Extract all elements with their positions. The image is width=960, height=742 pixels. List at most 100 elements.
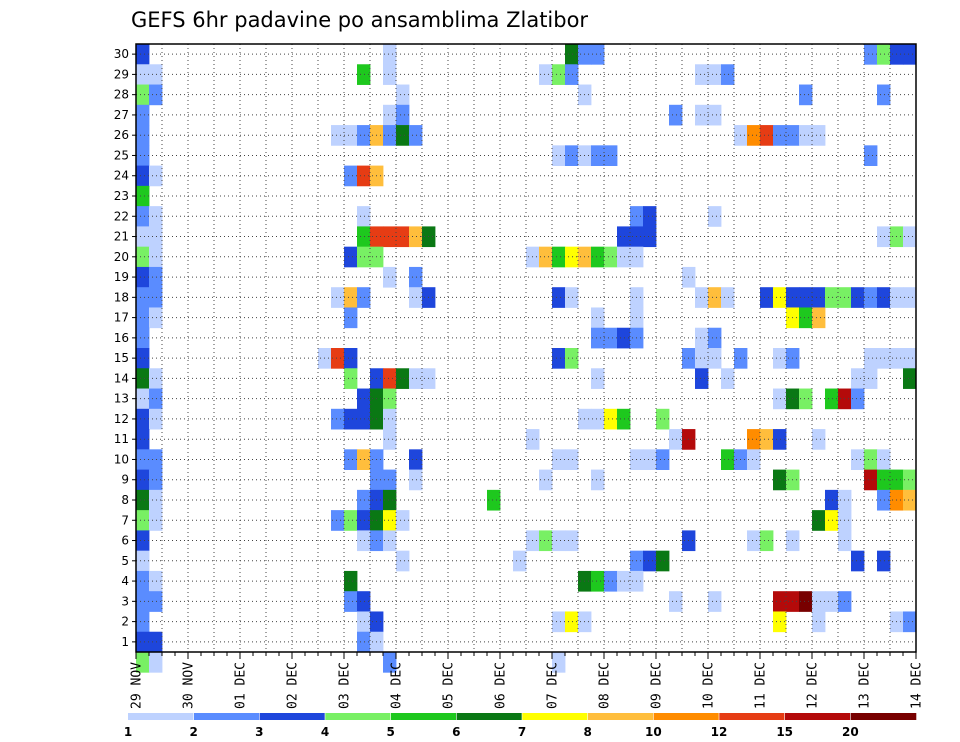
colorbar-segment: [128, 713, 194, 720]
x-tick-label: 09 DEC: [650, 662, 665, 709]
y-tick-label: 20: [114, 250, 129, 264]
heatmap-cell: [864, 44, 878, 65]
heatmap-cell: [357, 611, 371, 633]
heatmap-cell: [695, 348, 709, 369]
heatmap-cell: [136, 327, 150, 349]
heatmap-cell: [864, 145, 878, 166]
heatmap-cell: [396, 226, 410, 248]
heatmap-cell: [708, 591, 722, 612]
heatmap-cell: [721, 368, 735, 389]
heatmap-cell: [669, 591, 683, 612]
colorbar-label: 1: [124, 725, 132, 739]
x-tick-label: 10 DEC: [702, 662, 717, 709]
heatmap-cell: [136, 44, 150, 65]
heatmap-cell: [383, 368, 397, 389]
heatmap-cell: [396, 510, 410, 531]
heatmap-cell: [383, 469, 397, 491]
heatmap-cell: [539, 64, 553, 85]
heatmap-cell: [747, 530, 761, 552]
heatmap-cells: [136, 44, 917, 673]
heatmap-cell: [877, 226, 891, 248]
heatmap-cell: [903, 226, 917, 248]
heatmap-cell: [149, 307, 163, 329]
x-tick-label: 11 DEC: [754, 662, 769, 709]
heatmap-cell: [409, 449, 423, 470]
heatmap-cell: [357, 449, 371, 470]
heatmap-cell: [344, 246, 358, 268]
heatmap-cell: [799, 84, 813, 106]
x-tick-label: 14 DEC: [910, 662, 925, 709]
heatmap-cell: [149, 165, 163, 187]
colorbar-segment: [587, 713, 654, 720]
heatmap-cell: [591, 145, 605, 166]
heatmap-cell: [396, 368, 410, 389]
colorbar-label: 10: [645, 725, 662, 739]
y-tick-label: 26: [114, 128, 129, 142]
y-axis: 1234567891011121314151617181920212223242…: [114, 47, 136, 649]
y-tick-label: 12: [114, 412, 129, 426]
heatmap-cell: [396, 550, 410, 572]
y-tick-label: 13: [114, 392, 129, 406]
heatmap-cell: [357, 489, 371, 511]
heatmap-cell: [617, 570, 631, 592]
heatmap-cell: [344, 307, 358, 329]
y-tick-label: 19: [114, 270, 129, 284]
y-tick-label: 14: [114, 371, 129, 385]
heatmap-cell: [799, 388, 813, 410]
y-tick-label: 4: [121, 574, 129, 588]
heatmap-cell: [643, 206, 657, 227]
y-tick-label: 25: [114, 148, 129, 162]
colorbar-segment: [325, 713, 391, 720]
heatmap-cell: [136, 631, 150, 653]
heatmap-cell: [825, 287, 839, 308]
heatmap-cell: [409, 266, 423, 288]
heatmap-cell: [747, 449, 761, 470]
heatmap-cell: [383, 388, 397, 410]
heatmap-cell: [565, 246, 579, 268]
heatmap-cell: [708, 348, 722, 369]
heatmap-cell: [877, 84, 891, 106]
colorbar-segment: [259, 713, 326, 720]
heatmap-cell: [136, 408, 150, 430]
heatmap-cell: [136, 104, 150, 126]
heatmap-cell: [864, 449, 878, 470]
y-tick-label: 3: [121, 594, 129, 608]
heatmap-cell: [864, 287, 878, 308]
y-tick-label: 11: [114, 432, 129, 446]
heatmap-cell: [136, 246, 150, 268]
heatmap-cell: [851, 368, 865, 389]
heatmap-cell: [669, 104, 683, 126]
heatmap-cell: [773, 348, 787, 369]
heatmap-cell: [396, 104, 410, 126]
heatmap-cell: [851, 287, 865, 308]
heatmap-cell: [721, 449, 735, 470]
heatmap-cell: [149, 388, 163, 410]
heatmap-cell: [357, 408, 371, 430]
heatmap-cell: [357, 206, 371, 227]
heatmap-cell: [136, 206, 150, 227]
colorbar-segment: [456, 713, 523, 720]
colorbar-label: 6: [452, 725, 460, 739]
colorbar-label: 15: [776, 725, 793, 739]
heatmap-cell: [357, 125, 371, 146]
heatmap-cell: [643, 449, 657, 470]
heatmap-cell: [565, 348, 579, 369]
chart-title: GEFS 6hr padavine po ansamblima Zlatibor: [131, 8, 588, 32]
heatmap-cell: [799, 287, 813, 308]
heatmap-cell: [136, 125, 150, 146]
heatmap-cell: [136, 449, 150, 470]
colorbar-label: 5: [386, 725, 394, 739]
heatmap-cell: [773, 287, 787, 308]
heatmap-cell: [136, 368, 150, 389]
heatmap-cell: [747, 125, 761, 146]
y-tick-label: 8: [121, 493, 129, 507]
heatmap-cell: [877, 550, 891, 572]
heatmap-cell: [773, 591, 787, 612]
x-tick-label: 29 NOV: [130, 662, 145, 709]
heatmap-cell: [604, 408, 618, 430]
heatmap-cell: [760, 287, 774, 308]
heatmap-cell: [344, 591, 358, 612]
y-tick-label: 1: [121, 635, 129, 649]
x-tick-label: 05 DEC: [442, 662, 457, 709]
heatmap-cell: [149, 266, 163, 288]
